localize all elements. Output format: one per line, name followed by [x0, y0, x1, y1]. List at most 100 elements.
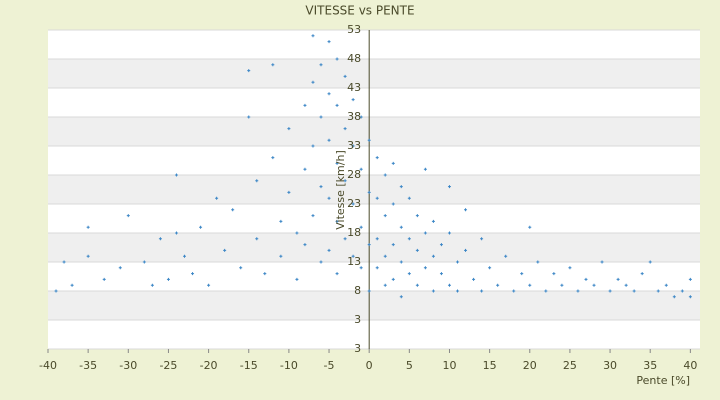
point [367, 138, 371, 142]
point [688, 295, 692, 299]
point [70, 283, 74, 287]
x-tick-label: -40 [39, 359, 57, 372]
point [335, 57, 339, 61]
point [456, 260, 460, 264]
point [431, 289, 435, 293]
point [536, 260, 540, 264]
point [327, 92, 331, 96]
point [319, 115, 323, 119]
point [383, 173, 387, 177]
point [439, 272, 443, 276]
point [150, 283, 154, 287]
point [335, 272, 339, 276]
point [480, 237, 484, 241]
x-tick-label: -30 [119, 359, 137, 372]
point [271, 156, 275, 160]
x-tick-label: -25 [159, 359, 177, 372]
point [399, 295, 403, 299]
point [327, 196, 331, 200]
point [335, 103, 339, 107]
point [375, 266, 379, 270]
point [255, 179, 259, 183]
point [616, 277, 620, 281]
point [407, 272, 411, 276]
point [295, 277, 299, 281]
point [592, 283, 596, 287]
point [568, 266, 572, 270]
point [423, 167, 427, 171]
point [383, 254, 387, 258]
point [560, 283, 564, 287]
point [480, 289, 484, 293]
point [464, 208, 468, 212]
y-tick-label: 3 [354, 342, 361, 355]
point [423, 266, 427, 270]
x-tick-label: -35 [79, 359, 97, 372]
point [520, 272, 524, 276]
x-tick-label: 0 [366, 359, 373, 372]
point [174, 231, 178, 235]
point [552, 272, 556, 276]
point [62, 260, 66, 264]
point [207, 283, 211, 287]
point [263, 272, 267, 276]
point [327, 248, 331, 252]
point [504, 254, 508, 258]
point [351, 98, 355, 102]
point [383, 214, 387, 218]
x-tick-label: -20 [200, 359, 218, 372]
point [231, 208, 235, 212]
point [415, 248, 419, 252]
y-tick-label: 53 [347, 23, 361, 36]
point [319, 63, 323, 67]
point [496, 283, 500, 287]
point [367, 243, 371, 247]
point [319, 185, 323, 189]
plot-band [48, 175, 700, 204]
point [311, 34, 315, 38]
point [648, 260, 652, 264]
point [456, 289, 460, 293]
point [215, 196, 219, 200]
point [439, 243, 443, 247]
point [311, 214, 315, 218]
chart-title: VITESSE vs PENTE [305, 4, 414, 18]
y-tick-label: 23 [347, 197, 361, 210]
plot-band [48, 117, 700, 146]
point [407, 237, 411, 241]
y-axis-title: Vitesse [km/h] [334, 150, 347, 230]
plot-band [48, 59, 700, 88]
point [375, 156, 379, 160]
point [142, 260, 146, 264]
point [335, 161, 339, 165]
point [359, 266, 363, 270]
point [223, 248, 227, 252]
point [279, 219, 283, 223]
x-axis-title: Pente [%] [636, 374, 690, 387]
x-tick-label: -5 [324, 359, 335, 372]
point [415, 283, 419, 287]
point [447, 283, 451, 287]
point [86, 225, 90, 229]
point [343, 179, 347, 183]
point [335, 219, 339, 223]
point [199, 225, 203, 229]
x-tick-label: 10 [442, 359, 456, 372]
x-tick-label: 30 [603, 359, 617, 372]
y-tick-label: 8 [354, 284, 361, 297]
point [584, 277, 588, 281]
point [183, 254, 187, 258]
point [319, 260, 323, 264]
point [239, 266, 243, 270]
y-tick-label: 13 [347, 255, 361, 268]
point [391, 243, 395, 247]
point [528, 225, 532, 229]
x-tick-label: 40 [683, 359, 697, 372]
y-tick-label: 38 [347, 110, 361, 123]
point [576, 289, 580, 293]
point [174, 173, 178, 177]
y-tick-label: 28 [347, 168, 361, 181]
point [367, 190, 371, 194]
x-tick-label: 5 [406, 359, 413, 372]
